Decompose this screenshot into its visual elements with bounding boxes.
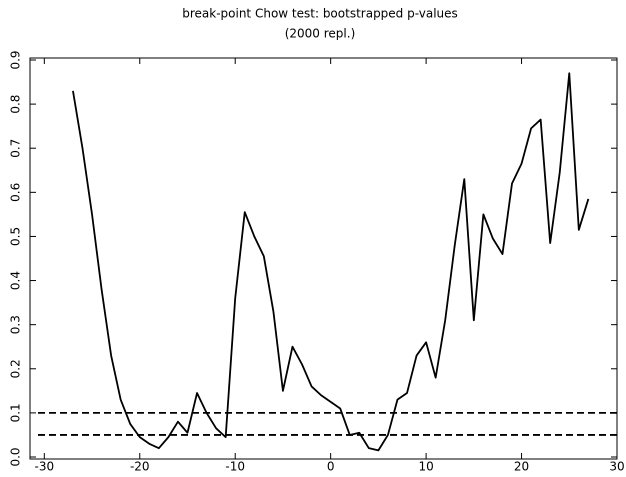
x-tick-label: -20 (130, 460, 150, 474)
plot-frame (29, 57, 618, 460)
y-tick-label: 0.9 (9, 50, 23, 69)
y-tick-label: 0.4 (9, 271, 23, 290)
x-tick-label: 20 (514, 460, 529, 474)
x-tick-label: 30 (609, 460, 624, 474)
chart-title: break-point Chow test: bootstrapped p-va… (182, 7, 458, 21)
y-tick-label: 0.0 (9, 447, 23, 466)
y-tick-label: 0.5 (9, 227, 23, 246)
y-tick-label: 0.8 (9, 95, 23, 114)
y-tick-label: 0.2 (9, 359, 23, 378)
x-tick-label: 10 (418, 460, 433, 474)
y-tick-label: 0.7 (9, 139, 23, 158)
y-tick-label: 0.3 (9, 315, 23, 334)
x-tick-label: -10 (225, 460, 245, 474)
x-tick-label: -30 (35, 460, 55, 474)
chart-subtitle: (2000 repl.) (285, 27, 356, 41)
y-tick-label: 0.1 (9, 403, 23, 422)
x-tick-label: 0 (327, 460, 335, 474)
data-line (72, 72, 590, 452)
y-tick-label: 0.6 (9, 183, 23, 202)
